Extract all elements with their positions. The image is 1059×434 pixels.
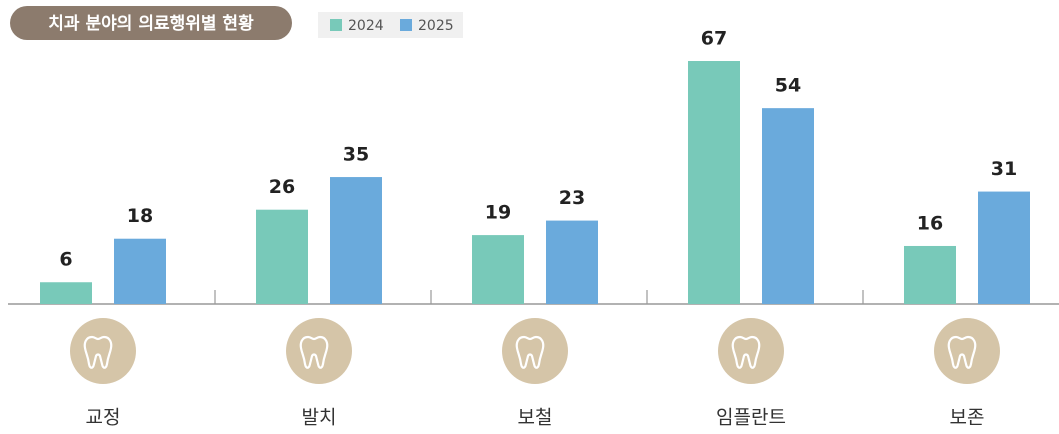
value-label: 31 <box>991 158 1017 180</box>
bar <box>472 235 524 304</box>
value-label: 6 <box>59 249 72 271</box>
bar <box>256 209 308 304</box>
legend <box>318 12 463 38</box>
category-icon <box>83 335 113 369</box>
bar <box>546 220 598 304</box>
value-label: 26 <box>269 176 295 198</box>
category-icon-bg <box>286 318 352 384</box>
legend-swatch <box>330 19 342 31</box>
legend-swatch <box>400 19 412 31</box>
bar <box>978 191 1030 304</box>
value-label: 19 <box>485 202 511 224</box>
legend-label: 2024 <box>348 18 384 34</box>
legend-label: 2025 <box>418 18 454 34</box>
category-icon-bg <box>502 318 568 384</box>
bar <box>40 282 92 304</box>
category-icon-bg <box>718 318 784 384</box>
value-label: 16 <box>917 212 943 234</box>
bar <box>688 61 740 304</box>
category-icon-bg <box>70 318 136 384</box>
bar <box>904 245 956 304</box>
value-label: 23 <box>559 187 585 209</box>
category-label: 발치 <box>302 407 337 429</box>
category-label: 교정 <box>86 407 121 429</box>
category-icon-bg <box>934 318 1000 384</box>
category-label: 보철 <box>518 407 553 429</box>
category-label: 임플란트 <box>716 407 786 429</box>
value-label: 18 <box>127 205 153 227</box>
bar <box>330 177 382 304</box>
value-label: 67 <box>701 28 727 50</box>
bar <box>762 108 814 304</box>
value-label: 35 <box>343 144 369 166</box>
chart-title: 치과 분야의 의료행위별 현황 <box>48 14 254 34</box>
category-icon <box>947 335 977 369</box>
category-label: 보존 <box>950 407 985 429</box>
category-icon <box>731 335 761 369</box>
value-label: 54 <box>775 75 801 97</box>
bar <box>114 238 166 304</box>
title-pill <box>10 6 292 40</box>
category-icon <box>299 335 329 369</box>
category-icon <box>515 335 545 369</box>
